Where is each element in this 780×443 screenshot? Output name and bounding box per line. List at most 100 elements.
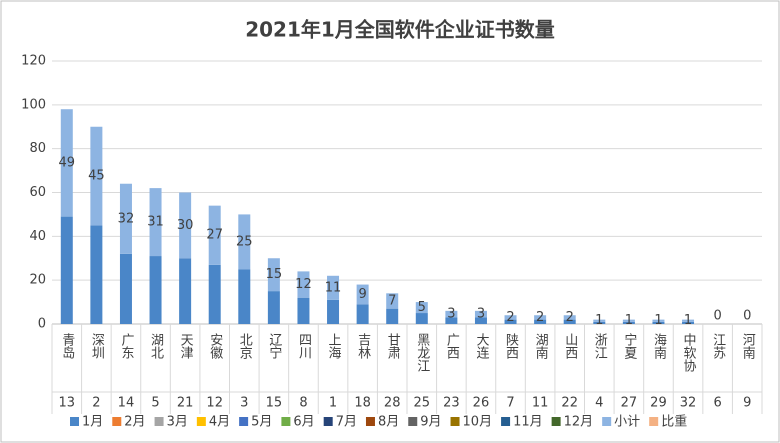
y-tick-label: 120 xyxy=(21,54,46,69)
bar-segment xyxy=(356,284,369,305)
x-tick-label: 四川 xyxy=(296,333,312,359)
y-tick-label: 40 xyxy=(29,229,46,244)
legend-label: 2月 xyxy=(124,415,145,430)
y-tick-label: 60 xyxy=(29,185,46,200)
data-label: 1 xyxy=(595,313,603,328)
x-tick-label: 广西 xyxy=(444,333,460,359)
y-tick-label: 0 xyxy=(38,317,46,332)
bar-segment xyxy=(179,192,192,259)
bar-segment xyxy=(474,310,487,318)
legend-swatch xyxy=(154,417,164,426)
data-label: 15 xyxy=(266,267,283,282)
category-code: 26 xyxy=(473,396,490,411)
bar-segment xyxy=(563,315,576,320)
category-code: 12 xyxy=(206,396,223,411)
bar-segment xyxy=(297,297,310,324)
data-label: 11 xyxy=(325,280,342,295)
category-code: 5 xyxy=(151,396,159,411)
legend-swatch xyxy=(323,417,333,426)
legend-swatch xyxy=(602,417,612,426)
category-code: 6 xyxy=(713,396,721,411)
y-tick-label: 20 xyxy=(29,273,46,288)
x-tick-label: 上海 xyxy=(326,333,342,359)
bar-segment xyxy=(593,321,606,324)
x-tick-label: 湖南 xyxy=(533,333,549,359)
legend-swatch xyxy=(408,417,418,426)
legend-label: 10月 xyxy=(463,415,493,430)
bar-segment xyxy=(267,258,280,292)
bar-segment xyxy=(297,271,310,298)
category-code: 27 xyxy=(621,396,638,411)
bar-segment xyxy=(119,253,132,324)
data-label: 32 xyxy=(118,211,135,226)
bar-segment xyxy=(327,299,340,324)
category-code: 29 xyxy=(650,396,667,411)
category-code: 18 xyxy=(354,396,371,411)
category-code: 15 xyxy=(266,396,283,411)
data-label: 27 xyxy=(206,228,223,243)
x-tick-label: 湖北 xyxy=(148,333,164,360)
bar-segment xyxy=(356,304,369,324)
data-label: 2 xyxy=(566,310,574,325)
bar-segment xyxy=(504,319,517,324)
legend-label: 7月 xyxy=(336,415,357,430)
x-tick-label: 浙江 xyxy=(592,333,608,359)
bar-segment xyxy=(149,188,162,257)
x-tick-label: 山西 xyxy=(562,333,578,359)
data-label: 1 xyxy=(654,313,662,328)
legend-swatch xyxy=(649,417,659,426)
data-label: 45 xyxy=(88,169,105,184)
bar-segment xyxy=(179,258,192,324)
data-label: 3 xyxy=(447,307,455,322)
category-code: 22 xyxy=(561,396,578,411)
bar-segment xyxy=(386,293,399,309)
legend-swatch xyxy=(281,417,291,426)
bar-segment xyxy=(622,319,635,322)
x-tick-label: 河南 xyxy=(740,333,756,359)
category-code: 11 xyxy=(532,396,549,411)
bar-segment xyxy=(593,319,606,322)
data-label: 49 xyxy=(59,155,76,170)
category-code: 14 xyxy=(118,396,135,411)
bar-segment xyxy=(90,225,103,324)
category-code: 8 xyxy=(299,396,307,411)
x-tick-label: 甘肃 xyxy=(385,333,401,359)
legend-swatch xyxy=(501,417,511,426)
legend-swatch xyxy=(70,417,79,426)
category-code: 3 xyxy=(240,396,248,411)
bar-segment xyxy=(622,321,635,324)
legend-label: 8月 xyxy=(378,415,399,430)
legend-label: 4月 xyxy=(209,415,230,430)
category-code: 25 xyxy=(414,396,431,411)
category-code: 4 xyxy=(595,396,603,411)
legend-label: 5月 xyxy=(251,415,272,430)
x-tick-label: 黑龙江 xyxy=(414,333,430,372)
category-code: 2 xyxy=(92,396,100,411)
bar-segment xyxy=(149,256,162,324)
data-label: 2 xyxy=(536,310,544,325)
bar-segment xyxy=(238,214,251,270)
bar-segment xyxy=(415,313,428,324)
data-label: 30 xyxy=(177,218,194,233)
x-tick-label: 安徽 xyxy=(207,333,223,359)
chart-title: 2021年1月全国软件企业证书数量 xyxy=(245,18,555,42)
x-tick-label: 中软协 xyxy=(681,333,697,373)
bar-segment xyxy=(652,321,665,324)
bar-segment xyxy=(267,291,280,324)
data-label: 0 xyxy=(743,309,751,324)
x-tick-label: 深圳 xyxy=(89,333,105,359)
bar-segment xyxy=(563,319,576,324)
x-tick-label: 辽宁 xyxy=(266,333,282,359)
bar-segment xyxy=(534,315,547,320)
legend-swatch xyxy=(551,417,561,426)
bar-segment xyxy=(327,275,340,300)
bar-segment xyxy=(652,319,665,322)
legend-label: 3月 xyxy=(167,415,188,430)
bar-segment xyxy=(60,216,73,324)
x-tick-label: 陕西 xyxy=(503,333,518,359)
data-label: 1 xyxy=(684,313,692,328)
x-tick-label: 天津 xyxy=(178,333,194,359)
legend-label: 小计 xyxy=(614,415,640,430)
x-tick-label: 宁夏 xyxy=(621,332,637,359)
